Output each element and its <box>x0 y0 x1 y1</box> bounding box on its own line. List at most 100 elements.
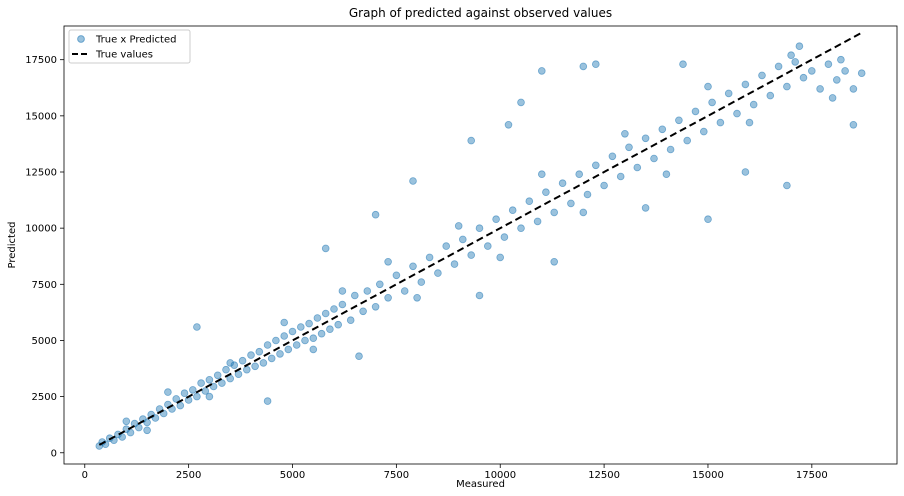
true-values-line-series <box>98 30 865 446</box>
scatter-point <box>496 253 505 262</box>
x-tick-label: 7500 <box>384 470 409 481</box>
scatter-point <box>384 293 392 302</box>
scatter-point <box>234 370 243 379</box>
scatter-point <box>222 365 230 374</box>
scatter-point <box>272 336 280 345</box>
x-axis-label: Measured <box>456 479 505 490</box>
scatter-point <box>309 345 318 354</box>
scatter-point <box>454 222 463 230</box>
chart-title: Graph of predicted against observed valu… <box>349 6 612 20</box>
scatter-point <box>350 291 359 300</box>
scatter-point <box>724 89 733 98</box>
legend: True x Predicted True values <box>68 29 191 64</box>
scatter-point <box>334 320 343 329</box>
scatter-point <box>255 347 264 356</box>
scatter-point <box>517 98 525 107</box>
scatter-point <box>467 136 476 145</box>
scatter-point <box>330 305 338 313</box>
scatter-point <box>301 336 309 345</box>
scatter-point <box>180 389 189 398</box>
scatter-point <box>591 60 600 68</box>
scatter-point <box>575 170 583 179</box>
scatter-point <box>824 60 833 68</box>
scatter-point <box>338 300 347 309</box>
scatter-point <box>650 154 658 163</box>
x-tick-label: 0 <box>82 470 88 481</box>
scatter-point <box>135 423 143 432</box>
scatter-point <box>450 260 459 268</box>
scatter-point <box>508 206 517 215</box>
scatter-point <box>475 224 484 233</box>
scatter-point <box>666 145 675 154</box>
scatter-point <box>766 91 775 100</box>
scatter-point <box>828 94 837 102</box>
scatter-point <box>537 170 546 179</box>
scatter-point <box>193 392 201 401</box>
scatter-point <box>849 121 858 129</box>
scatter-point <box>143 418 151 427</box>
scatter-point <box>579 208 588 217</box>
plot-area <box>64 26 897 464</box>
scatter-point <box>400 287 409 295</box>
axes: 0 2500 5000 7500 10000 12500 15000 17500 0 2500 50… <box>25 25 898 481</box>
scatter-point <box>292 341 301 349</box>
scatter-point <box>492 215 500 224</box>
y-tick-label: 15000 <box>25 111 57 122</box>
x-tick-label: 17500 <box>796 470 828 481</box>
scatter-point <box>259 359 268 367</box>
scatter-point <box>857 69 866 77</box>
scatter-point <box>226 359 235 367</box>
scatter-point <box>305 319 313 328</box>
scatter-point <box>205 375 214 384</box>
scatter-point <box>243 365 251 374</box>
scatter-point <box>230 361 239 370</box>
scatter-point <box>795 42 804 50</box>
x-tick-label: 15000 <box>692 470 724 481</box>
scatter-point <box>409 177 417 185</box>
scatter-point <box>783 82 791 91</box>
scatter-point <box>189 386 197 394</box>
y-tick-label: 5000 <box>32 336 57 347</box>
scatter-point <box>704 82 712 91</box>
scatter-point <box>425 253 434 262</box>
scatter-point <box>288 327 297 336</box>
scatter-point <box>625 143 633 152</box>
scatter-point <box>247 351 255 359</box>
scatter-point <box>550 208 558 217</box>
y-tick-label: 0 <box>51 448 57 459</box>
y-tick-label: 17500 <box>25 55 57 66</box>
scatter-point <box>309 334 318 343</box>
scatter-point <box>600 181 608 190</box>
plot-background <box>64 26 897 464</box>
scatter-point <box>371 302 380 311</box>
scatter-point <box>413 293 421 302</box>
axes-frame <box>63 25 898 465</box>
scatter-point <box>616 172 625 181</box>
scatter-point <box>525 197 534 206</box>
scatter-point <box>238 356 247 365</box>
scatter-point <box>276 350 284 358</box>
scatter-point <box>434 269 442 277</box>
scatter-point <box>675 116 683 125</box>
scatter-point <box>475 291 484 300</box>
scatter-point <box>774 62 783 71</box>
scatter-point <box>591 161 600 170</box>
scatter-point <box>409 262 417 271</box>
scatter-point <box>114 430 122 439</box>
scatter-point <box>483 242 492 250</box>
scatter-point <box>741 168 750 176</box>
scatter-point <box>658 125 667 134</box>
scatter-point <box>296 323 305 331</box>
scatter-point <box>384 257 392 266</box>
scatter-point <box>355 352 363 361</box>
y-axis-label: Predicted <box>7 222 18 269</box>
scatter-point <box>704 215 712 224</box>
scatter-point <box>558 179 567 188</box>
scatter-point <box>608 152 617 161</box>
scatter-point <box>164 388 172 396</box>
scatter-point <box>500 233 509 241</box>
scatter-point <box>837 55 845 64</box>
scatter-point <box>832 76 841 84</box>
scatter-point <box>467 251 476 259</box>
scatter-point <box>583 190 592 199</box>
